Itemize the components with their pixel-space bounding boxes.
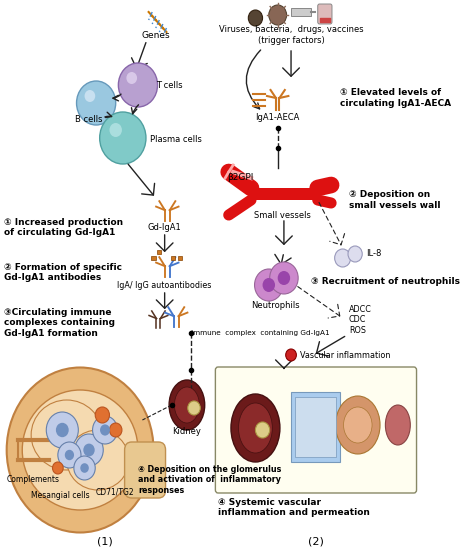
Bar: [178, 256, 182, 260]
Circle shape: [127, 72, 137, 84]
Circle shape: [83, 444, 95, 456]
Text: Complements: Complements: [7, 476, 60, 484]
Circle shape: [248, 10, 263, 26]
Ellipse shape: [67, 430, 129, 490]
Circle shape: [92, 416, 118, 444]
Ellipse shape: [385, 405, 410, 445]
Text: ③Circulating immune
complexes containing
Gd-IgA1 formation: ③Circulating immune complexes containing…: [4, 308, 116, 338]
Text: Small vessels: Small vessels: [254, 210, 310, 219]
Ellipse shape: [31, 400, 102, 470]
Ellipse shape: [238, 403, 273, 453]
Text: B cells: B cells: [75, 116, 103, 125]
Text: Genes: Genes: [141, 31, 170, 41]
Text: (1): (1): [97, 537, 113, 547]
Circle shape: [84, 90, 95, 102]
Bar: [291, 8, 310, 16]
Circle shape: [75, 434, 103, 466]
Text: Plasma cells: Plasma cells: [149, 136, 201, 144]
Circle shape: [74, 456, 95, 480]
Text: Gd-IgA1: Gd-IgA1: [148, 224, 182, 233]
Ellipse shape: [174, 387, 200, 423]
Bar: [156, 250, 161, 254]
Text: ④ Systemic vascular
inflammation and permeation: ④ Systemic vascular inflammation and per…: [218, 498, 370, 517]
Circle shape: [348, 246, 362, 262]
Bar: [291, 392, 340, 462]
Text: T cells: T cells: [156, 82, 182, 90]
FancyBboxPatch shape: [318, 4, 332, 24]
Circle shape: [118, 63, 157, 107]
Circle shape: [255, 269, 283, 301]
Circle shape: [100, 112, 146, 164]
Text: ① Increased production
of circulating Gd-IgA1: ① Increased production of circulating Gd…: [4, 218, 124, 237]
Text: ② Formation of specific
Gd-IgA1 antibodies: ② Formation of specific Gd-IgA1 antibodi…: [4, 263, 122, 283]
Circle shape: [46, 412, 78, 448]
Circle shape: [109, 123, 122, 137]
Text: ③ Recruitment of neutrophils: ③ Recruitment of neutrophils: [310, 278, 460, 287]
Bar: [151, 256, 156, 260]
Circle shape: [95, 407, 109, 423]
Bar: [295, 397, 336, 457]
Circle shape: [53, 462, 63, 474]
Text: Mesangial cells: Mesangial cells: [31, 490, 90, 500]
Text: ④ Deposition on the glomerulus
and activation of  inflammatory
responses: ④ Deposition on the glomerulus and activ…: [138, 465, 282, 495]
Circle shape: [188, 401, 200, 415]
Ellipse shape: [22, 390, 138, 510]
Bar: [171, 256, 175, 260]
Text: IL-8: IL-8: [366, 250, 381, 258]
Text: CD71/TG2: CD71/TG2: [96, 488, 135, 496]
Text: (2): (2): [308, 537, 324, 547]
Circle shape: [269, 5, 287, 25]
Circle shape: [335, 249, 351, 267]
Ellipse shape: [7, 368, 154, 532]
Text: ② Deposition on
small vessels wall: ② Deposition on small vessels wall: [349, 190, 440, 210]
Polygon shape: [251, 188, 318, 200]
Circle shape: [263, 278, 275, 292]
Circle shape: [286, 349, 296, 361]
Text: IgA/ IgG autoantibodies: IgA/ IgG autoantibodies: [118, 280, 212, 289]
Circle shape: [278, 271, 290, 285]
Ellipse shape: [344, 407, 372, 443]
Circle shape: [58, 442, 81, 468]
Ellipse shape: [169, 380, 205, 430]
Circle shape: [65, 450, 74, 460]
FancyBboxPatch shape: [215, 367, 417, 493]
Text: ① Elevated levels of
circulating IgA1-AECA: ① Elevated levels of circulating IgA1-AE…: [340, 88, 451, 107]
Text: Kidney: Kidney: [173, 428, 201, 436]
FancyBboxPatch shape: [125, 442, 165, 498]
Circle shape: [270, 262, 298, 294]
Ellipse shape: [336, 396, 380, 454]
Text: Vascular inflammation: Vascular inflammation: [300, 350, 390, 359]
Circle shape: [109, 423, 122, 437]
Text: β2GPI: β2GPI: [227, 174, 253, 182]
Text: Immune  complex  containing Gd-IgA1: Immune complex containing Gd-IgA1: [191, 330, 330, 336]
Text: Neutrophils: Neutrophils: [252, 300, 300, 310]
Text: ADCC
CDC
ROS: ADCC CDC ROS: [349, 305, 372, 335]
Circle shape: [255, 422, 270, 438]
Circle shape: [100, 424, 110, 436]
Circle shape: [56, 423, 69, 437]
Circle shape: [80, 463, 89, 473]
Ellipse shape: [231, 394, 280, 462]
Text: IgA1-AECA: IgA1-AECA: [255, 114, 300, 122]
Text: Viruses, bacteria,  drugs, vaccines
(trigger factors): Viruses, bacteria, drugs, vaccines (trig…: [219, 25, 364, 45]
Circle shape: [76, 81, 116, 125]
